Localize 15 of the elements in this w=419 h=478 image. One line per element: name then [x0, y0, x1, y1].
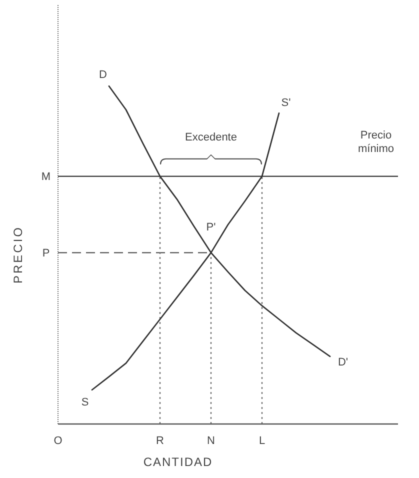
- text: D: [99, 68, 108, 81]
- annotation: P': [206, 222, 216, 234]
- annotation: Excedente: [185, 131, 237, 144]
- ref-line-label: M: [41, 171, 51, 184]
- annotation: Precio mínimo: [358, 129, 394, 156]
- ref-line-label: P: [42, 248, 50, 260]
- annotation: S': [281, 96, 291, 109]
- annotation: D': [338, 356, 348, 368]
- annotation: S: [81, 396, 89, 409]
- x-tick-label: R: [156, 435, 164, 447]
- x-tick-label: L: [258, 435, 266, 447]
- y-axis-title: PRECIO: [11, 225, 25, 284]
- x-axis-title: CANTIDAD: [143, 455, 213, 469]
- x-tick-label: O: [54, 435, 63, 447]
- x-tick-label: N: [207, 435, 216, 447]
